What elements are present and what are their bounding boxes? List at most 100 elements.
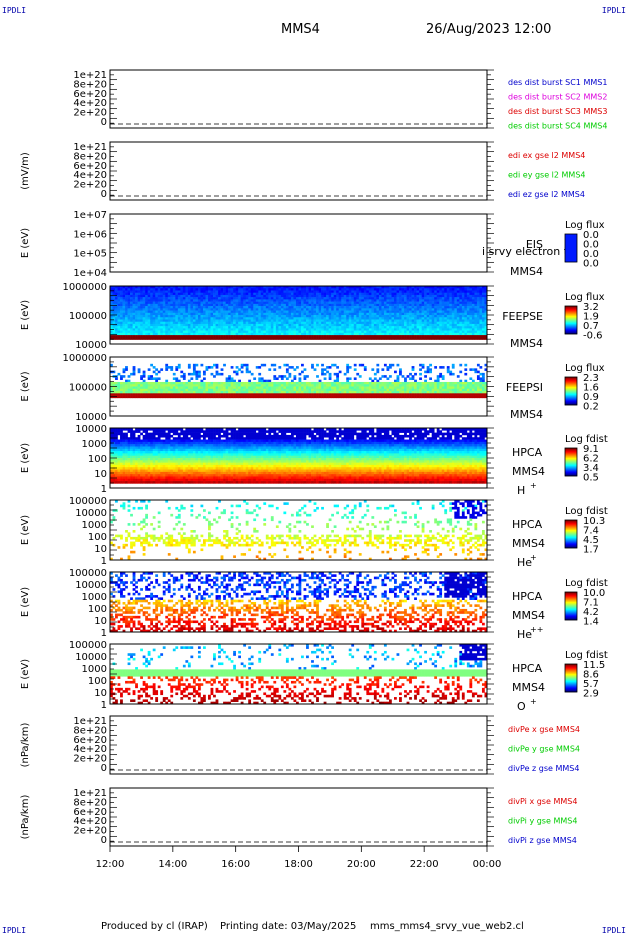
heatmap-cell bbox=[424, 375, 427, 378]
heatmap-cell bbox=[123, 333, 126, 336]
heatmap-cell bbox=[145, 396, 148, 399]
heatmap-cell bbox=[324, 293, 327, 296]
heatmap-cell bbox=[404, 337, 407, 340]
heatmap-cell bbox=[399, 333, 402, 336]
heatmap-cell bbox=[394, 302, 397, 305]
heatmap-cell bbox=[180, 317, 183, 320]
heatmap-cell bbox=[293, 387, 296, 390]
heatmap-cell bbox=[329, 324, 332, 327]
heatmap-cell bbox=[120, 290, 123, 293]
heatmap-cell bbox=[170, 306, 173, 309]
heatmap-cell bbox=[276, 290, 279, 293]
heatmap-cell bbox=[469, 322, 472, 325]
heatmap-cell bbox=[304, 317, 307, 320]
heatmap-cell bbox=[296, 396, 299, 399]
heatmap-cell bbox=[376, 299, 379, 302]
heatmap-cell bbox=[369, 382, 372, 385]
heatmap-cell bbox=[150, 306, 153, 309]
heatmap-cell bbox=[427, 331, 430, 334]
heatmap-cell bbox=[366, 288, 369, 291]
heatmap-cell bbox=[198, 328, 201, 331]
heatmap-cell bbox=[200, 364, 203, 367]
heatmap-cell bbox=[200, 380, 203, 383]
heatmap-cell bbox=[258, 333, 261, 336]
heatmap-cell bbox=[414, 288, 417, 291]
heatmap-cell bbox=[261, 337, 264, 340]
heatmap-cell bbox=[203, 382, 206, 385]
heatmap-cell bbox=[173, 288, 176, 291]
heatmap-cell bbox=[130, 335, 133, 338]
heatmap-cell bbox=[120, 302, 123, 305]
heatmap-cell bbox=[379, 396, 382, 399]
heatmap-cell bbox=[439, 302, 442, 305]
heatmap-cell bbox=[233, 331, 236, 334]
heatmap-cell bbox=[173, 331, 176, 334]
heatmap-cell bbox=[251, 302, 254, 305]
heatmap-cell bbox=[238, 324, 241, 327]
heatmap-cell bbox=[314, 393, 317, 396]
legend-entry: des dist burst SC2 MMS2 bbox=[508, 93, 607, 102]
heatmap-cell bbox=[291, 313, 294, 316]
heatmap-cell bbox=[243, 335, 246, 338]
heatmap-cell bbox=[309, 311, 312, 314]
heatmap-cell bbox=[404, 393, 407, 396]
heatmap-cell bbox=[175, 328, 178, 331]
heatmap-cell bbox=[278, 333, 281, 336]
heatmap-cell bbox=[419, 295, 422, 298]
heatmap-cell bbox=[389, 322, 392, 325]
heatmap-cell bbox=[263, 333, 266, 336]
heatmap-cell bbox=[479, 299, 482, 302]
heatmap-cell bbox=[319, 299, 322, 302]
heatmap-cell bbox=[233, 387, 236, 390]
heatmap-cell bbox=[452, 317, 455, 320]
heatmap-cell bbox=[118, 297, 121, 300]
heatmap-cell bbox=[263, 290, 266, 293]
heatmap-cell bbox=[291, 382, 294, 385]
heatmap-cell bbox=[160, 396, 163, 399]
heatmap-cell bbox=[442, 335, 445, 338]
heatmap-cell bbox=[253, 396, 256, 399]
heatmap-cell bbox=[168, 324, 171, 327]
heatmap-cell bbox=[153, 328, 156, 331]
heatmap-cell bbox=[371, 304, 374, 307]
heatmap-cell bbox=[339, 391, 342, 394]
heatmap-cell bbox=[474, 297, 477, 300]
heatmap-cell bbox=[246, 290, 249, 293]
heatmap-cell bbox=[113, 322, 116, 325]
heatmap-cell bbox=[422, 393, 425, 396]
heatmap-cell bbox=[208, 333, 211, 336]
heatmap-cell bbox=[329, 393, 332, 396]
heatmap-cell bbox=[271, 297, 274, 300]
heatmap-cell bbox=[386, 337, 389, 340]
heatmap-cell bbox=[437, 304, 440, 307]
heatmap-cell bbox=[198, 396, 201, 399]
heatmap-cell bbox=[304, 382, 307, 385]
heatmap-cell bbox=[439, 328, 442, 331]
heatmap-cell bbox=[248, 396, 251, 399]
heatmap-cell bbox=[409, 391, 412, 394]
heatmap-cell bbox=[173, 337, 176, 340]
heatmap-cell bbox=[427, 396, 430, 399]
heatmap-cell bbox=[472, 322, 475, 325]
heatmap-cell bbox=[444, 293, 447, 296]
heatmap-cell bbox=[349, 295, 352, 298]
heatmap-cell bbox=[329, 375, 332, 378]
heatmap-cell bbox=[384, 313, 387, 316]
heatmap-cell bbox=[128, 387, 131, 390]
heatmap-cell bbox=[444, 306, 447, 309]
heatmap-cell bbox=[138, 371, 141, 374]
heatmap-cell bbox=[125, 299, 128, 302]
heatmap-cell bbox=[293, 331, 296, 334]
heatmap-cell bbox=[246, 331, 249, 334]
heatmap-cell bbox=[389, 293, 392, 296]
heatmap-cell bbox=[434, 313, 437, 316]
heatmap-cell bbox=[409, 297, 412, 300]
heatmap-cell bbox=[479, 337, 482, 340]
heatmap-cell bbox=[371, 299, 374, 302]
heatmap-cell bbox=[331, 306, 334, 309]
heatmap-cell bbox=[299, 299, 302, 302]
heatmap-cell bbox=[158, 319, 161, 322]
heatmap-cell bbox=[193, 317, 196, 320]
heatmap-cell bbox=[153, 319, 156, 322]
heatmap-cell bbox=[208, 319, 211, 322]
